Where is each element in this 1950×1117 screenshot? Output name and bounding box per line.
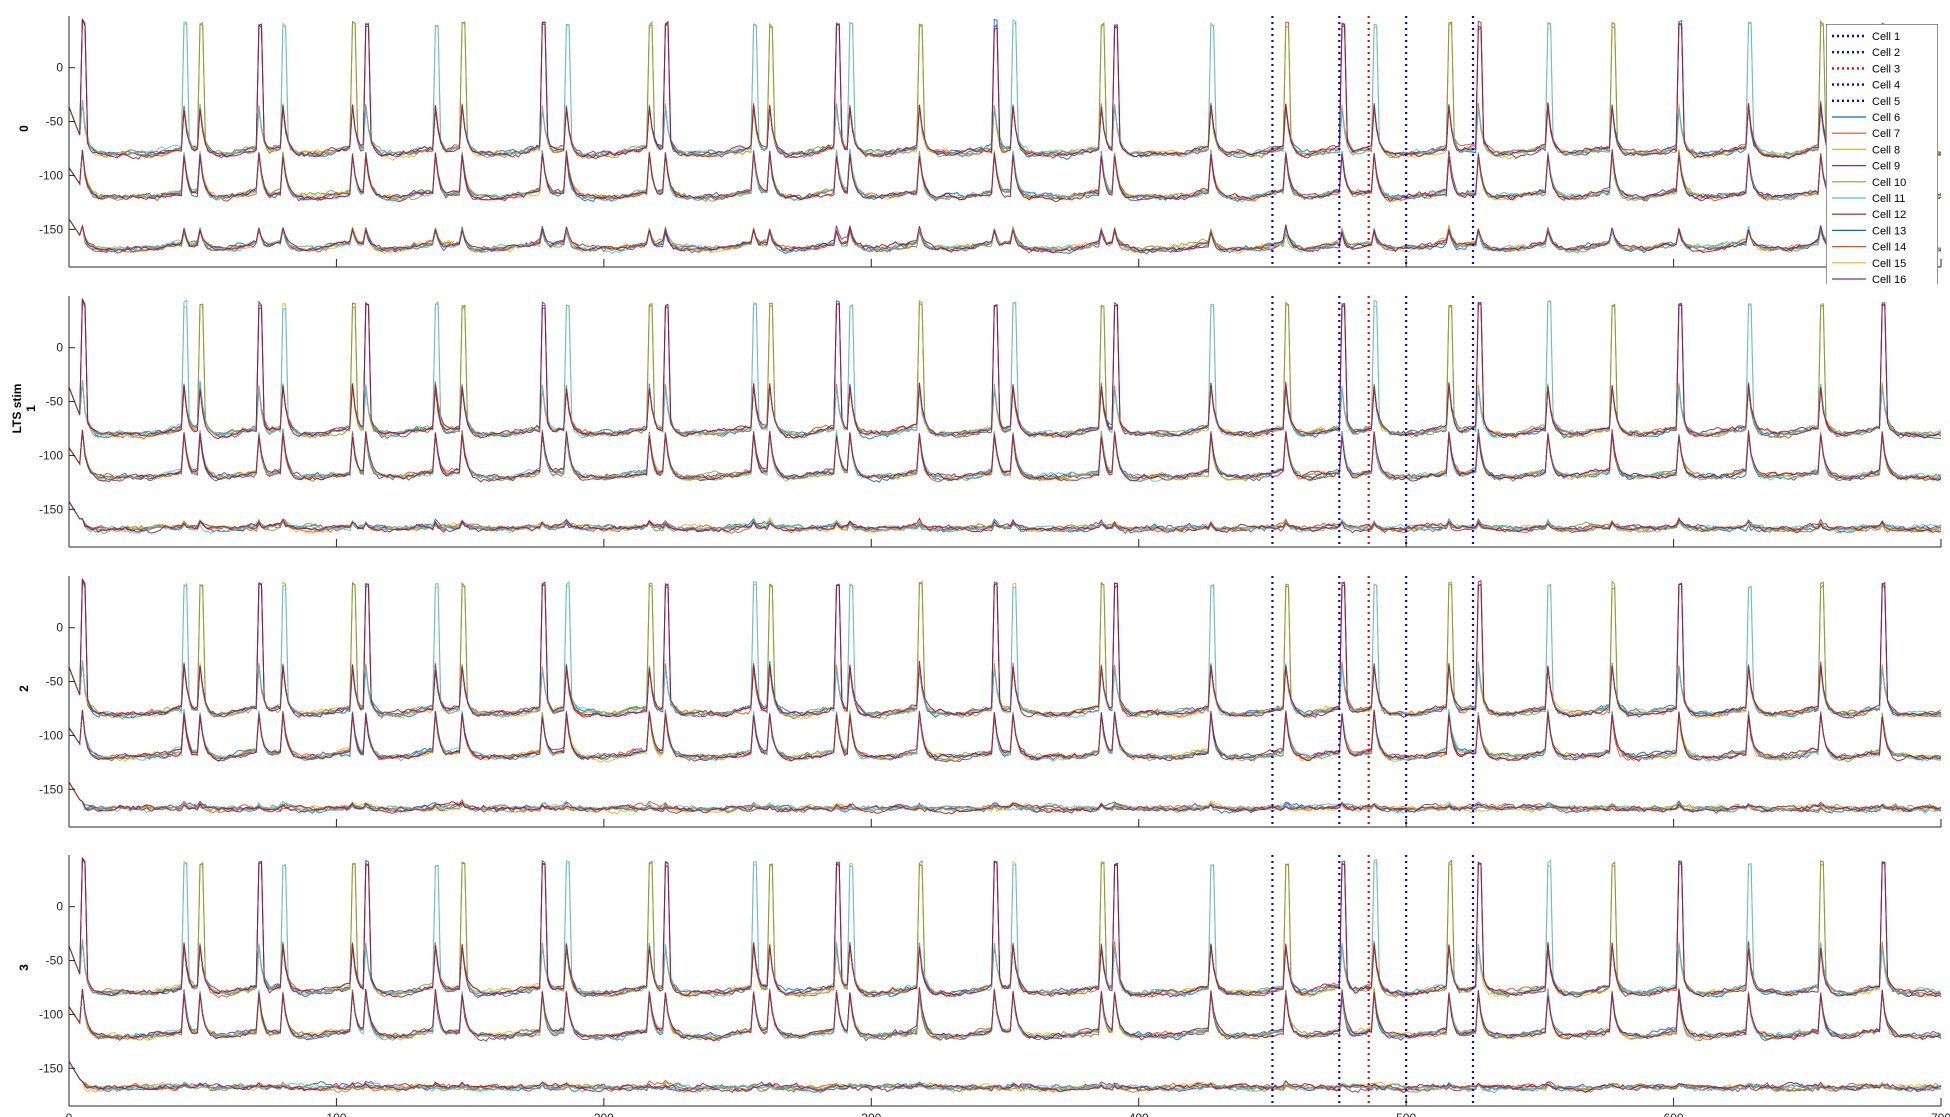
y-tick-label: 0 <box>56 341 63 355</box>
y-tick-label: -150 <box>39 782 63 796</box>
legend-box <box>1826 24 1938 284</box>
trace-line <box>69 299 1941 440</box>
trace-line <box>69 299 1941 439</box>
y-tick-label: -50 <box>46 395 64 409</box>
y-tick-label: -50 <box>46 954 64 968</box>
panel-label: 2 <box>17 685 31 692</box>
legend-entry: Cell 13 <box>1872 225 1906 237</box>
legend-entry: Cell 14 <box>1872 242 1906 254</box>
trace-line <box>69 19 1941 160</box>
trace-line <box>69 149 1941 203</box>
panel-label: LTS stim1 <box>10 384 38 434</box>
legend-entry: Cell 11 <box>1872 193 1905 205</box>
legend-entry: Cell 12 <box>1872 209 1906 221</box>
traces-panel-2 <box>69 577 1941 815</box>
trace-line <box>69 987 1941 1042</box>
y-tick-label: -100 <box>39 168 63 182</box>
y-tick-label: 0 <box>56 900 63 914</box>
y-tick-label: 0 <box>56 61 63 75</box>
panel-0: -150 -100 -50 0 0 <box>17 16 1942 268</box>
panel-label: 3 <box>17 964 31 971</box>
trace-line <box>69 710 1941 763</box>
x-tick-label: 200 <box>594 1111 614 1117</box>
trace-line <box>69 1061 1941 1093</box>
traces-panel-1 <box>69 297 1941 535</box>
legend-entry: Cell 8 <box>1872 144 1900 156</box>
traces-panel-3 <box>69 856 1941 1094</box>
x-tick-label: 100 <box>326 1111 346 1117</box>
trace-line <box>69 218 1941 255</box>
y-tick-label: -150 <box>39 222 63 236</box>
trace-line <box>69 1061 1941 1094</box>
trace-line <box>69 429 1941 482</box>
legend-entry: Cell 1 <box>1872 31 1900 43</box>
trace-line <box>69 20 1941 159</box>
legend-entry: Cell 9 <box>1872 161 1900 173</box>
trace-line <box>69 577 1941 719</box>
y-tick-label: -100 <box>39 728 63 742</box>
trace-line <box>69 709 1941 762</box>
y-tick-label: -150 <box>39 502 63 516</box>
legend: Cell 1 Cell 2 Cell 3 Cell 4 Cell 5 Cell 6 Cell… <box>1826 24 1938 286</box>
trace-line <box>69 709 1941 763</box>
y-tick-label: -50 <box>46 115 64 129</box>
legend-entry: Cell 2 <box>1872 47 1900 59</box>
x-tick-label: 400 <box>1129 1111 1149 1117</box>
panel-2: -150 -100 -50 0 2 <box>17 576 1942 828</box>
trace-line <box>69 218 1941 255</box>
trace-line <box>69 429 1941 482</box>
y-tick-label: 0 <box>56 621 63 635</box>
x-tick-label: 0 <box>66 1111 73 1117</box>
trace-line <box>69 218 1941 255</box>
legend-entry: Cell 10 <box>1872 177 1906 189</box>
legend-entry: Cell 5 <box>1872 96 1900 108</box>
y-tick-label: -100 <box>39 448 63 462</box>
x-tick-label: 700 <box>1931 1111 1950 1117</box>
y-tick-label: -150 <box>39 1061 63 1075</box>
trace-line <box>69 781 1941 815</box>
panel-3: -150 -100 -50 0 0 100 200 300 400 500 600 700 3 <box>17 855 1950 1117</box>
trace-line <box>69 218 1941 255</box>
panel-1: -150 -100 -50 0 LTS stim1 <box>10 296 1942 548</box>
trace-line <box>69 781 1941 815</box>
traces-panel-0 <box>69 17 1941 255</box>
x-tick-label: 300 <box>861 1111 881 1117</box>
trace-line <box>69 781 1941 815</box>
legend-entry: Cell 6 <box>1872 112 1900 124</box>
x-tick-label: 500 <box>1396 1111 1416 1117</box>
y-tick-label: -100 <box>39 1007 63 1021</box>
legend-entry: Cell 4 <box>1872 80 1900 92</box>
y-tick-label: -50 <box>46 675 64 689</box>
panel-label: 0 <box>17 125 31 132</box>
legend-entry: Cell 3 <box>1872 63 1900 75</box>
trace-line <box>69 148 1941 202</box>
trace-line <box>69 579 1941 720</box>
legend-entry: Cell 15 <box>1872 258 1906 270</box>
trace-line <box>69 1061 1941 1094</box>
trace-line <box>69 501 1941 535</box>
trace-line <box>69 856 1941 998</box>
trace-line <box>69 859 1941 999</box>
legend-entry: Cell 7 <box>1872 128 1900 140</box>
legend-entry: Cell 16 <box>1872 274 1906 286</box>
x-tick-label: 600 <box>1664 1111 1684 1117</box>
trace-line <box>69 501 1941 534</box>
trace-line <box>69 430 1941 483</box>
